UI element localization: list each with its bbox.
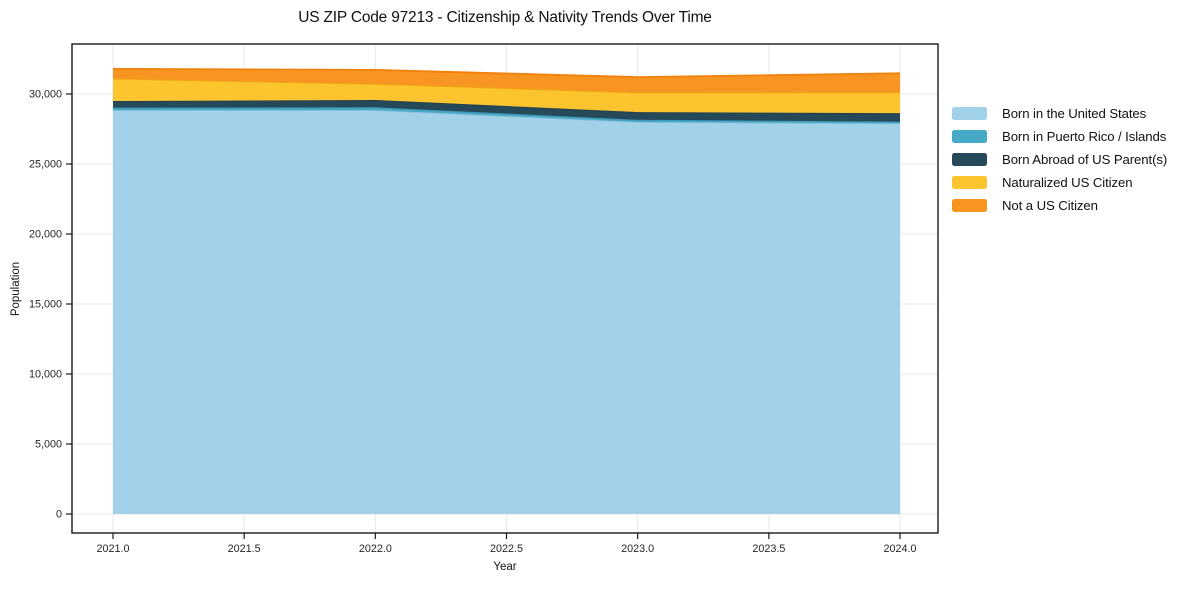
legend-item: Born in the United States: [952, 102, 1167, 125]
legend-swatch-icon: [952, 107, 987, 120]
x-tick-label: 2023.0: [621, 543, 654, 555]
legend: Born in the United States Born in Puerto …: [952, 102, 1167, 217]
x-tick-label: 2022.0: [359, 543, 392, 555]
y-tick-label: 0: [56, 509, 62, 521]
y-tick-label: 15,000: [29, 299, 62, 311]
legend-item: Born Abroad of US Parent(s): [952, 148, 1167, 171]
y-tick-label: 25,000: [29, 159, 62, 171]
x-tick-label: 2023.5: [752, 543, 785, 555]
legend-item: Not a US Citizen: [952, 194, 1167, 217]
y-tick-label: 10,000: [29, 369, 62, 381]
legend-swatch-icon: [952, 130, 987, 143]
legend-swatch-icon: [952, 199, 987, 212]
legend-label: Born in Puerto Rico / Islands: [1002, 129, 1167, 144]
area-series: [113, 107, 900, 124]
y-tick-label: 5,000: [35, 439, 62, 451]
area-series-edge: [112, 67, 901, 78]
legend-label: Born Abroad of US Parent(s): [1002, 152, 1168, 167]
area-series: [113, 100, 900, 122]
legend-label: Naturalized US Citizen: [1002, 175, 1133, 190]
y-tick-label: 20,000: [29, 229, 62, 241]
legend-swatch-icon: [952, 153, 987, 166]
legend-item: Born in Puerto Rico / Islands: [952, 125, 1167, 148]
x-tick-label: 2024.0: [883, 543, 916, 555]
x-axis-label: Year: [493, 561, 517, 573]
area-series: [113, 110, 900, 514]
legend-label: Born in the United States: [1002, 106, 1147, 121]
legend-item: Naturalized US Citizen: [952, 171, 1167, 194]
y-tick-label: 30,000: [29, 89, 62, 101]
plot-border: [71, 43, 939, 534]
area-series: [113, 68, 900, 93]
x-tick-label: 2021.0: [96, 543, 129, 555]
area-series: [113, 78, 900, 114]
legend-swatch-icon: [952, 176, 987, 189]
legend-label: Not a US Citizen: [1002, 198, 1098, 213]
x-tick-label: 2021.5: [228, 543, 261, 555]
x-tick-label: 2022.5: [490, 543, 523, 555]
chart-title: US ZIP Code 97213 - Citizenship & Nativi…: [298, 9, 712, 26]
